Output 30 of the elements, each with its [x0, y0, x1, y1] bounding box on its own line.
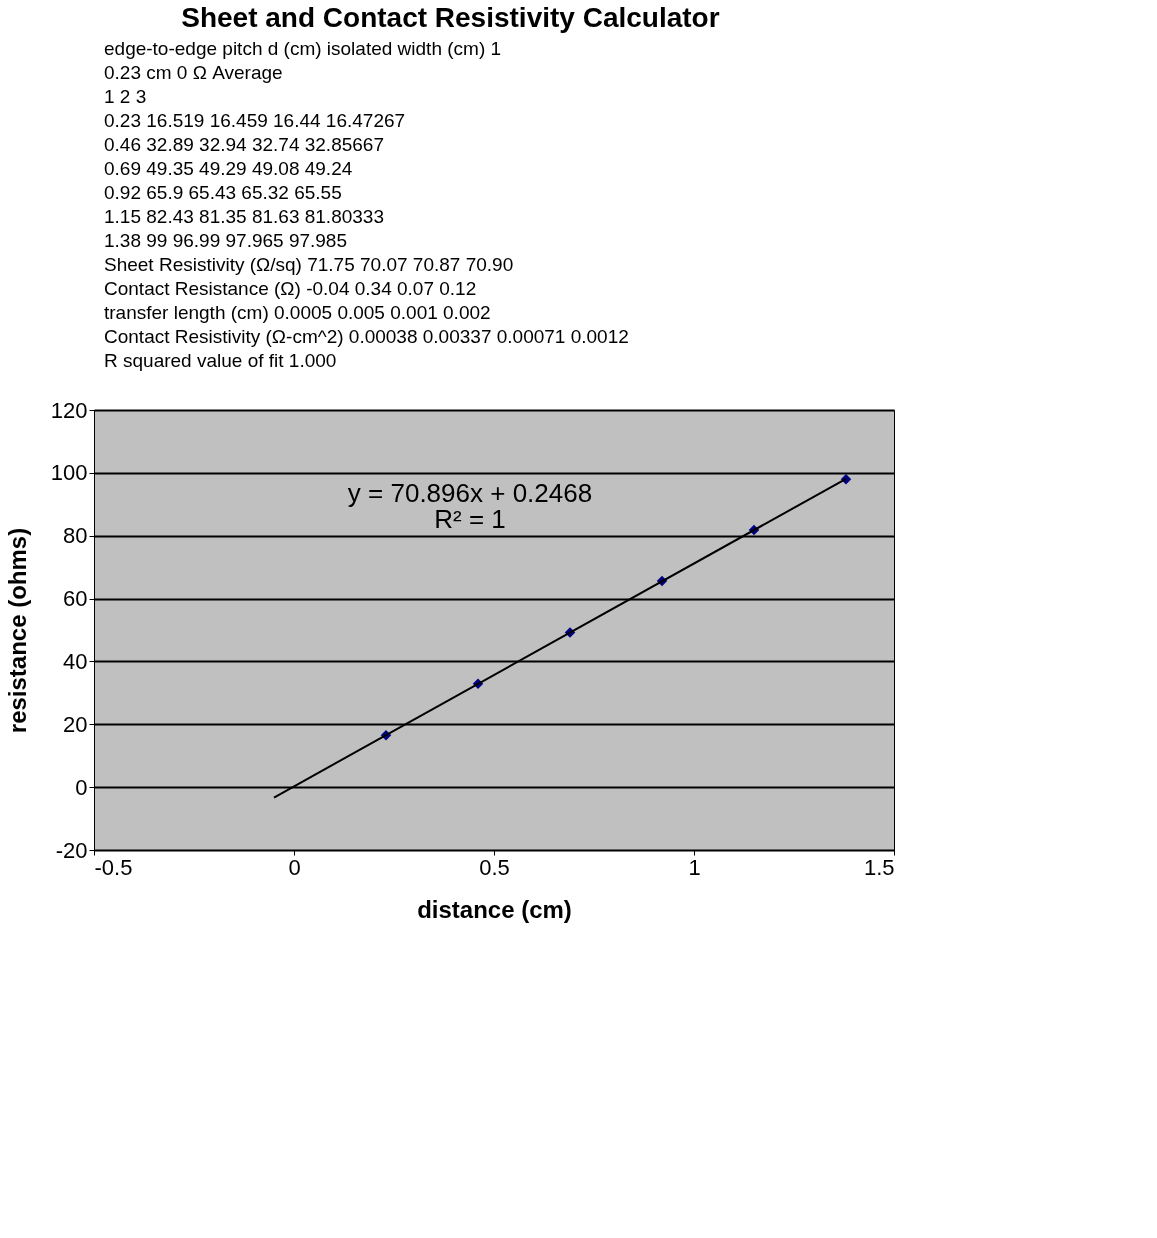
y-tick-label: 20	[63, 711, 88, 737]
x-axis-title: distance (cm)	[417, 895, 572, 923]
y-tick-label: -20	[55, 837, 88, 863]
text: 0.69 49.35 49.29 49.08 49.24	[104, 158, 353, 179]
y-tick-label: 0	[75, 774, 88, 800]
text: Contact Resistivity (Ω-cm^2) 0.00038 0.00337 0.00071 0.0012	[104, 326, 629, 347]
x-tick-label: 0	[288, 854, 301, 880]
text: 1.15 82.43 81.35 81.63 81.80333	[104, 206, 384, 227]
text: R squared value of fit 1.000	[104, 350, 337, 371]
x-tick-label: 1.5	[863, 854, 895, 880]
text: 1 2 3	[104, 86, 147, 107]
x-tick-label: -0.5	[94, 854, 133, 880]
text: Sheet Resistivity (Ω/sq) 71.75 70.07 70.87 70.90	[104, 254, 514, 275]
y-tick-label: 80	[63, 523, 88, 549]
chart-title: Sheet and Contact Resistivity Calculator	[181, 2, 720, 33]
text: transfer length (cm) 0.0005 0.005 0.001 0.002	[104, 302, 491, 323]
text: 0.92 65.9 65.43 65.32 65.55	[104, 182, 342, 203]
text: 0.46 32.89 32.94 32.74 32.85667	[104, 134, 384, 155]
y-tick-label: 100	[50, 460, 88, 486]
y-axis-title: resistance (ohms)	[3, 527, 31, 734]
text: Contact Resistance (Ω) -0.04 0.34 0.07 0.12	[104, 278, 477, 299]
x-tick-label: 1	[688, 854, 701, 880]
text: 0.23 cm 0 Ω Average	[104, 62, 283, 83]
x-tick-label: 0.5	[479, 854, 510, 880]
y-tick-label: 40	[63, 648, 88, 674]
y-tick-label: 60	[63, 586, 88, 612]
text: 1.38 99 96.99 97.965 97.985	[104, 230, 348, 251]
text: 0.23 16.519 16.459 16.44 16.47267	[104, 110, 406, 131]
y-tick-label: 120	[50, 397, 88, 423]
text: edge-to-edge pitch d (cm) isolated width (cm) 1	[104, 38, 502, 59]
